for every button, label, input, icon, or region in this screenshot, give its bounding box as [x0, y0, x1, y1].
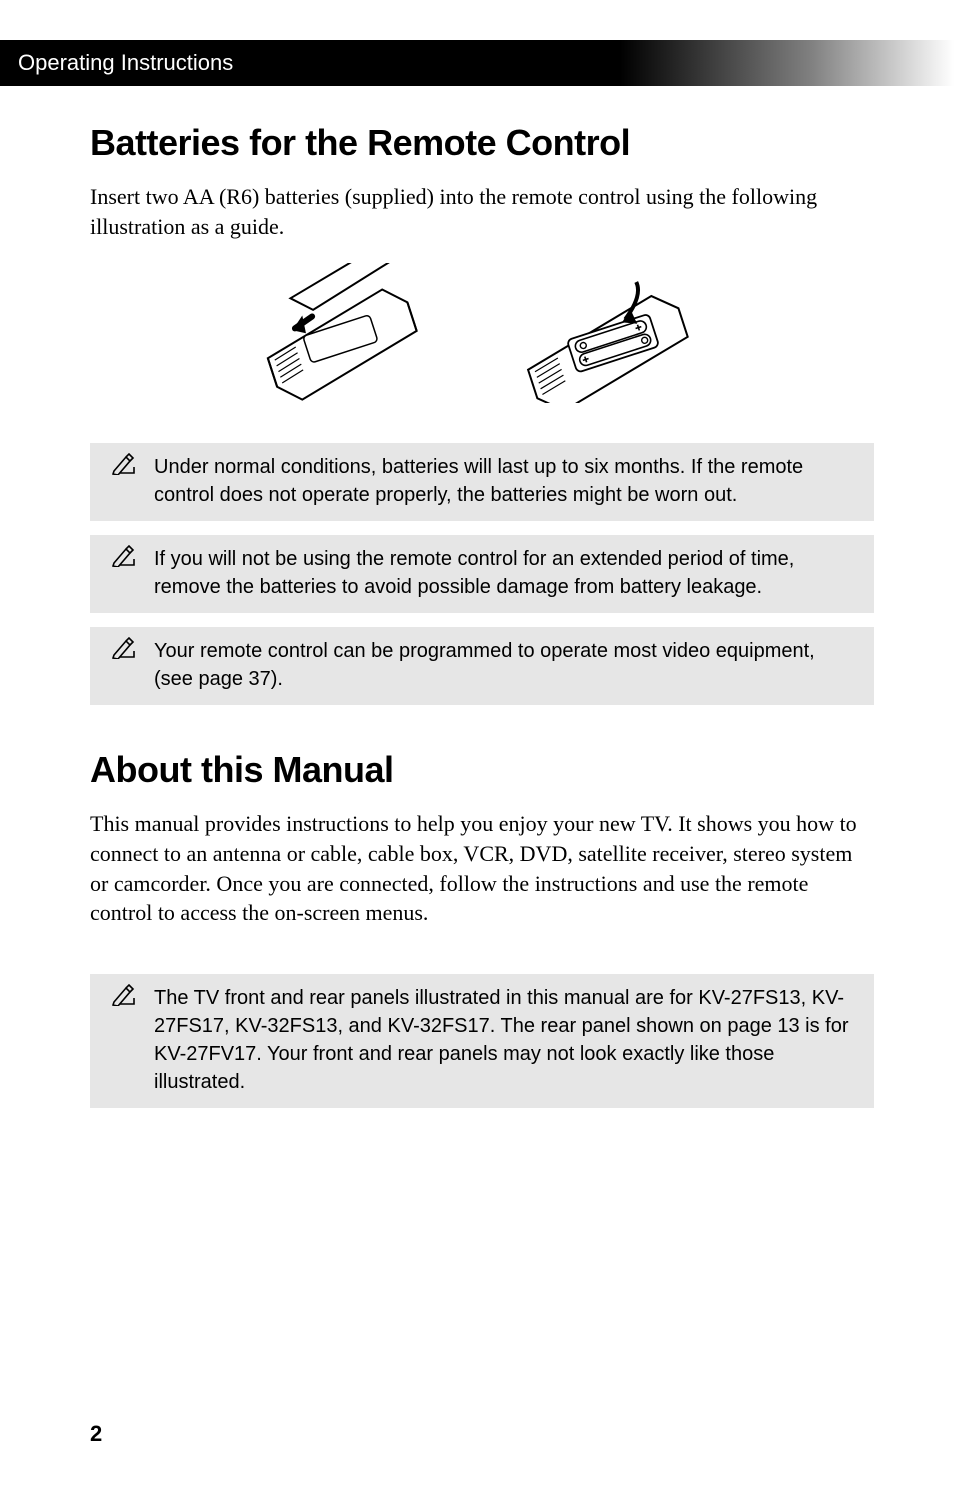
- battery-illustration: [90, 263, 874, 403]
- page: Operating Instructions Batteries for the…: [0, 0, 954, 1487]
- note-programmable: Your remote control can be programmed to…: [90, 627, 874, 705]
- page-number: 2: [90, 1421, 102, 1447]
- note-panels: The TV front and rear panels illustrated…: [90, 974, 874, 1108]
- heading-batteries: Batteries for the Remote Control: [90, 122, 874, 164]
- intro-batteries: Insert two AA (R6) batteries (supplied) …: [90, 182, 874, 241]
- note-text: Under normal conditions, batteries will …: [154, 456, 803, 506]
- note-text: Your remote control can be programmed to…: [154, 640, 815, 690]
- remote-batteries-icon: [507, 263, 717, 403]
- note-text: If you will not be using the remote cont…: [154, 548, 794, 598]
- remote-open-icon: [247, 263, 447, 403]
- heading-about: About this Manual: [90, 749, 874, 791]
- note-remove-batteries: If you will not be using the remote cont…: [90, 535, 874, 613]
- note-text: The TV front and rear panels illustrated…: [154, 987, 849, 1093]
- header-bar: Operating Instructions: [0, 40, 954, 86]
- header-title: Operating Instructions: [18, 50, 233, 76]
- pencil-note-icon: [112, 984, 138, 1006]
- pencil-note-icon: [112, 637, 138, 659]
- pencil-note-icon: [112, 453, 138, 475]
- note-battery-life: Under normal conditions, batteries will …: [90, 443, 874, 521]
- intro-about: This manual provides instructions to hel…: [90, 809, 874, 928]
- pencil-note-icon: [112, 545, 138, 567]
